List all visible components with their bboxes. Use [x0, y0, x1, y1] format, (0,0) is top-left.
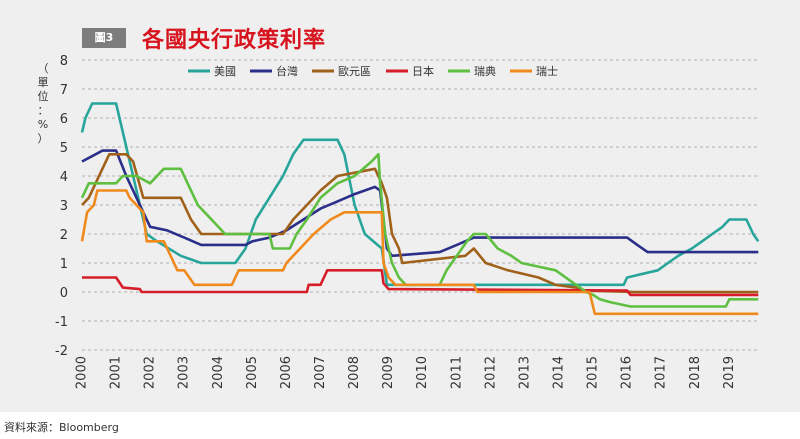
series-line	[81, 153, 759, 294]
y-tick-label: 7	[60, 83, 68, 98]
x-tick-label: 2008	[347, 356, 362, 389]
series-line	[80, 153, 759, 308]
source-note: 資料來源：Bloomberg	[4, 421, 119, 434]
y-tick-label: 0	[60, 286, 68, 301]
x-tick-label: 2019	[722, 356, 737, 389]
x-tick-label: 2004	[211, 356, 226, 389]
chart-title: 各國央行政策利率	[142, 27, 327, 53]
y-tick-labels: -2 -1 0 1 2 3 4 5 6 7 8	[55, 54, 68, 359]
y-axis-label: （單位：%）	[37, 62, 49, 145]
series-line	[80, 189, 759, 316]
y-tick-label: 4	[60, 170, 68, 185]
x-tick-label: 2002	[143, 356, 158, 389]
y-tick-label: 8	[60, 54, 68, 69]
x-tick-label: 2005	[245, 356, 260, 389]
x-tick-label: 2009	[381, 356, 396, 389]
legend-label: 歐元區	[338, 64, 371, 78]
chart-panel	[0, 0, 800, 412]
x-tick-label: 2003	[177, 356, 192, 389]
series-line	[82, 269, 759, 297]
y-tick-label: 2	[60, 228, 68, 243]
x-tick-label: 2001	[109, 356, 124, 389]
legend-label: 瑞士	[536, 64, 558, 78]
legend-label: 瑞典	[474, 64, 496, 78]
series-lines	[80, 102, 760, 316]
x-tick-label: 2011	[449, 356, 464, 389]
x-tick-label: 2007	[313, 356, 328, 389]
x-tick-label: 2013	[517, 356, 532, 389]
y-tick-label: 1	[60, 257, 68, 272]
legend-label: 美國	[214, 65, 236, 78]
y-tick-label: 6	[60, 112, 68, 127]
y-tick-label: -1	[55, 315, 68, 330]
x-tick-label: 2017	[654, 356, 669, 389]
x-tick-label: 2018	[688, 356, 703, 389]
x-tick-label: 2012	[483, 356, 498, 389]
x-tick-labels: 2000 2001 2002 2003 2004 2005 2006 2007 2008 2009…	[75, 356, 737, 389]
x-tick-label: 2015	[586, 356, 601, 389]
figure-badge: 圖3	[82, 28, 126, 48]
y-tick-label: -2	[55, 344, 68, 359]
legend-label: 日本	[412, 64, 434, 78]
y-tick-label: 3	[60, 199, 68, 214]
x-tick-label: 2006	[279, 356, 294, 389]
legend: 美國 台灣 歐元區 日本 瑞典 瑞士	[188, 64, 558, 78]
x-tick-label: 2014	[551, 356, 566, 389]
x-tick-label: 2016	[620, 356, 635, 389]
legend-label: 台灣	[276, 64, 298, 78]
y-tick-label: 5	[60, 141, 68, 156]
x-tick-label: 2010	[415, 356, 430, 389]
series-line	[80, 102, 760, 287]
x-tick-label: 2000	[75, 356, 90, 389]
